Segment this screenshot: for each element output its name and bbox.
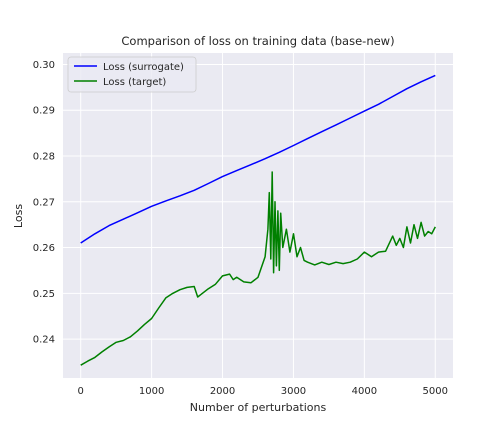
x-tick-labels: 0 1000 2000 3000 4000 5000 [78,386,448,397]
y-tick-labels: 0.24 0.25 0.26 0.27 0.28 0.29 0.30 [33,60,55,346]
plot-area [63,53,453,378]
y-tick-label: 0.29 [33,106,55,117]
y-tick-label: 0.30 [33,60,55,71]
y-tick-label: 0.24 [33,335,55,346]
series-line-target [80,171,436,366]
series-layer [80,74,436,366]
x-tick-label: 3000 [281,386,306,397]
chart-title: Comparison of loss on training data (bas… [121,34,394,48]
x-tick-label: 0 [78,386,84,397]
y-tick-label: 0.26 [33,243,55,254]
x-tick-label: 2000 [210,386,235,397]
grid [63,53,453,378]
series-line-surrogate [80,74,436,244]
x-tick-label: 4000 [352,386,377,397]
x-axis-label: Number of perturbations [190,401,327,414]
y-tick-label: 0.27 [33,197,55,208]
x-tick-label: 1000 [139,386,164,397]
y-tick-label: 0.28 [33,151,55,162]
legend-box [67,56,197,93]
y-tick-label: 0.25 [33,289,55,300]
y-axis-label: Loss [12,204,25,228]
legend: Loss (surrogate) Loss (target) [67,56,197,93]
legend-label-surrogate: Loss (surrogate) [103,62,184,73]
x-tick-label: 5000 [423,386,448,397]
legend-label-target: Loss (target) [103,77,166,88]
